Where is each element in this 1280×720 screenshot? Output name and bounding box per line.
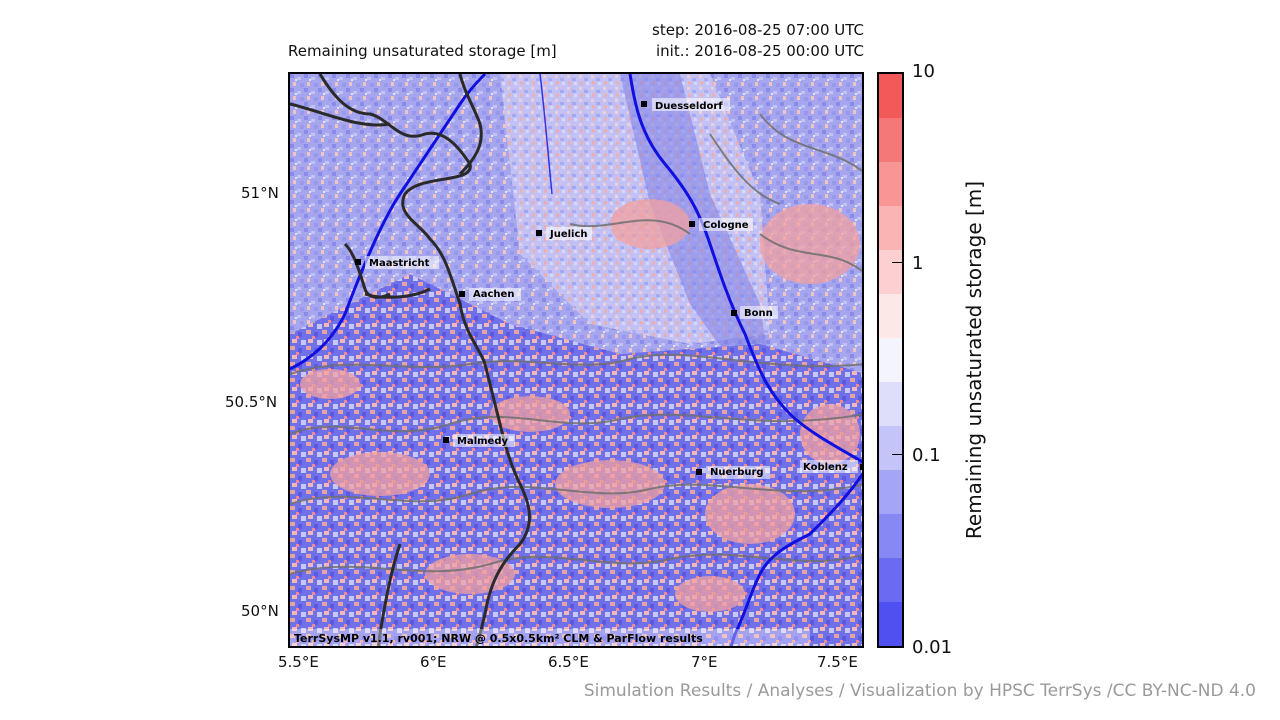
colorbar-segment bbox=[879, 206, 902, 251]
city-juelich: Juelich bbox=[536, 227, 592, 240]
river-rhine bbox=[628, 74, 862, 464]
lon-tick-6-5: 6.5°E bbox=[548, 653, 589, 671]
city-label-malmedy: Malmedy bbox=[457, 436, 508, 447]
colorbar-label: Remaining unsaturated storage [m] bbox=[962, 180, 986, 540]
city-aachen: Aachen bbox=[459, 288, 521, 301]
rivers bbox=[290, 74, 862, 646]
colorbar-segment bbox=[879, 470, 902, 515]
city-malmedy: Malmedy bbox=[443, 434, 515, 447]
lat-tick-50-5: 50.5°N bbox=[225, 393, 278, 411]
map-title: Remaining unsaturated storage [m] bbox=[288, 42, 557, 60]
city-label-juelich: Juelich bbox=[549, 229, 588, 240]
colorbar-segment bbox=[879, 250, 902, 295]
city-maastricht: Maastricht bbox=[355, 256, 439, 269]
city-bonn: Bonn bbox=[731, 306, 778, 319]
colorbar-tick-mark bbox=[892, 454, 902, 455]
colorbar-segment bbox=[879, 558, 902, 603]
lat-tick-50: 50°N bbox=[241, 602, 279, 620]
colorbar-segment bbox=[879, 602, 902, 646]
city-duesseldorf: Duesseldorf bbox=[641, 98, 730, 112]
lon-tick-7: 7°E bbox=[691, 653, 718, 671]
footer-credit: Simulation Results / Analyses / Visualiz… bbox=[583, 681, 1256, 701]
lon-tick-5-5: 5.5°E bbox=[278, 653, 319, 671]
map-canvas: Duesseldorf Cologne Juelich Maastricht A bbox=[290, 74, 862, 646]
country-borders bbox=[290, 74, 531, 646]
step-time: step: 2016-08-25 07:00 UTC bbox=[652, 21, 864, 39]
city-label-aachen: Aachen bbox=[473, 289, 514, 300]
colorbar-segment bbox=[879, 338, 902, 383]
border-de-be bbox=[318, 74, 531, 646]
city-label-cologne: Cologne bbox=[703, 220, 749, 231]
river-meuse bbox=[290, 74, 487, 371]
colorbar-tick-10: 10 bbox=[912, 61, 935, 82]
colorbar-segment bbox=[879, 74, 902, 119]
city-label-koblenz: Koblenz bbox=[803, 462, 848, 473]
colorbar-segment bbox=[879, 514, 902, 559]
lat-tick-51: 51°N bbox=[241, 184, 279, 202]
colorbar-tick-0-01: 0.01 bbox=[912, 637, 953, 658]
colorbar-tick-1: 1 bbox=[912, 253, 924, 274]
river-moselle bbox=[729, 472, 862, 646]
city-markers: Duesseldorf Cologne Juelich Maastricht A bbox=[355, 98, 862, 479]
city-cologne: Cologne bbox=[689, 218, 753, 231]
city-label-duesseldorf: Duesseldorf bbox=[655, 101, 723, 112]
city-label-bonn: Bonn bbox=[744, 308, 773, 319]
city-koblenz: Koblenz bbox=[800, 460, 862, 473]
colorbar-segment bbox=[879, 426, 902, 471]
model-credit: TerrSysMP v1.1, rv001; NRW @ 0.5x0.5km² … bbox=[294, 632, 703, 645]
colorbar-tick-mark bbox=[892, 262, 902, 263]
lon-tick-6: 6°E bbox=[420, 653, 447, 671]
terrain-contours bbox=[290, 113, 862, 575]
colorbar-segment bbox=[879, 118, 902, 163]
colorbar-tick-0-1: 0.1 bbox=[912, 445, 941, 466]
lon-tick-7-5: 7.5°E bbox=[817, 653, 858, 671]
city-label-nuerburg: Nuerburg bbox=[710, 467, 764, 478]
city-label-maastricht: Maastricht bbox=[369, 258, 430, 269]
init-time: init.: 2016-08-25 00:00 UTC bbox=[656, 42, 864, 60]
colorbar-segment bbox=[879, 294, 902, 339]
city-nuerburg: Nuerburg bbox=[696, 466, 770, 479]
map-panel[interactable]: Duesseldorf Cologne Juelich Maastricht A bbox=[288, 72, 864, 648]
colorbar-segment bbox=[879, 162, 902, 207]
colorbar bbox=[877, 72, 904, 648]
colorbar-segment bbox=[879, 382, 902, 427]
dry-patches bbox=[300, 199, 860, 612]
